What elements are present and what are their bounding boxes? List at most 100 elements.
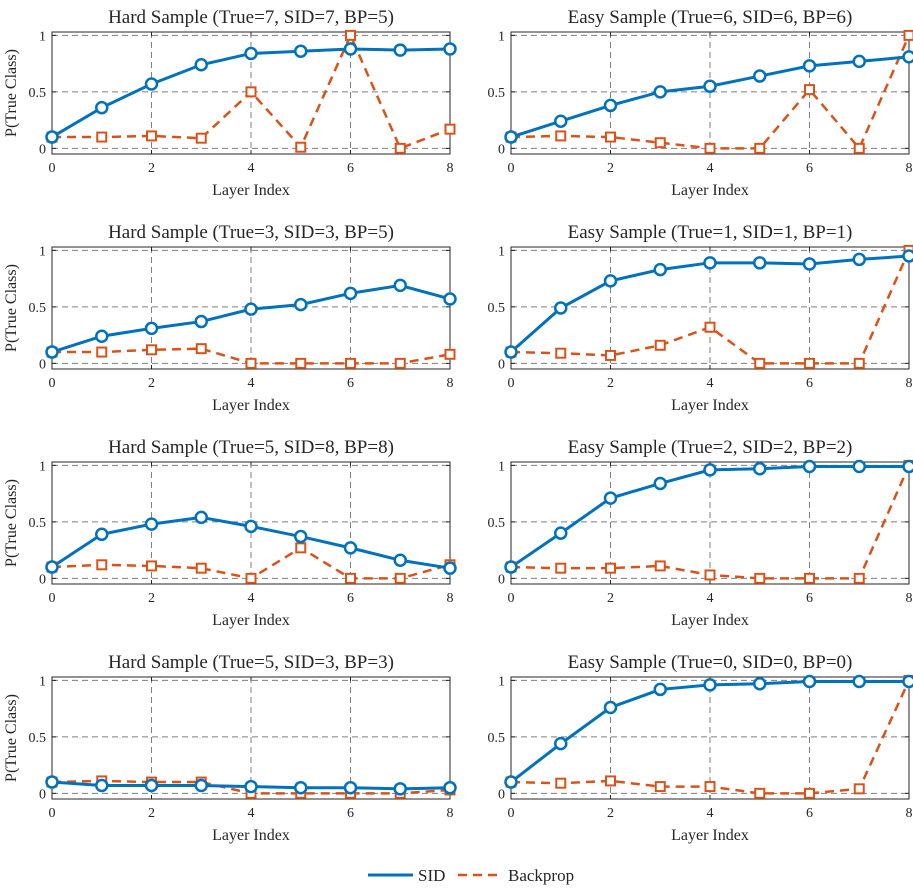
y-tick-label: 1 (39, 674, 46, 689)
x-tick-label: 4 (248, 376, 255, 391)
series-sid-point (144, 77, 159, 91)
x-tick-label: 2 (148, 806, 155, 821)
series-sid-point (343, 541, 358, 555)
x-axis-label: Layer Index (212, 612, 290, 629)
x-tick-label: 6 (806, 806, 813, 821)
series-sid-point (194, 58, 208, 72)
subplot-title: Easy Sample (True=0, SID=0, BP=0) (568, 652, 853, 673)
series-sid-point (554, 114, 568, 128)
x-tick-label: 8 (447, 591, 454, 606)
series-backprop-point (394, 357, 406, 369)
series-sid-point (45, 130, 59, 144)
series-backprop-point (654, 560, 666, 572)
series-backprop-point (804, 787, 815, 799)
series-sid-point (45, 775, 59, 789)
series-sid-point (194, 510, 208, 525)
x-axis-label: Layer Index (212, 827, 290, 844)
series-sid-point (802, 674, 817, 689)
series-sid-point (753, 677, 767, 691)
series-sid-point (393, 782, 407, 796)
series-backprop-point (704, 569, 716, 581)
series-sid-point (294, 44, 308, 58)
series-backprop-point (605, 562, 616, 574)
series-backprop-point (754, 787, 766, 799)
series-backprop-point (804, 84, 815, 96)
series-sid-point (144, 321, 159, 336)
series-backprop-point (146, 560, 157, 572)
series-backprop-point (146, 130, 157, 142)
subplot-3: Hard Sample (True=3, SID=3, BP=5) 0 2 4 6 8 0 0… (3, 222, 457, 414)
series-sid-point (95, 329, 109, 343)
series-sid-point (504, 130, 518, 144)
x-tick-label: 2 (607, 161, 614, 176)
series-backprop-point (345, 572, 356, 584)
series-backprop-point (555, 777, 567, 789)
series-sid-point (294, 780, 308, 795)
x-tick-label: 6 (347, 806, 354, 821)
legend-backprop-label: Backprop (508, 866, 574, 885)
x-tick-label: 4 (707, 591, 714, 606)
series-sid-point (852, 459, 866, 474)
x-axis-label: Layer Index (671, 182, 749, 199)
subplot-1: Hard Sample (True=7, SID=7, BP=5) 0 2 4 6 8 0 0… (3, 7, 457, 199)
y-axis-label: P(True Class) (3, 49, 20, 137)
y-tick-label: 0.5 (488, 516, 506, 531)
y-tick-label: 1 (498, 244, 505, 259)
x-tick-label: 8 (906, 376, 913, 391)
series-sid-point (244, 519, 258, 534)
y-axis-label: P(True Class) (3, 479, 20, 567)
series-sid-point (653, 476, 667, 491)
x-tick-label: 4 (248, 161, 255, 176)
series-sid-point (703, 79, 717, 93)
x-tick-label: 6 (806, 591, 813, 606)
subplot-title: Hard Sample (True=5, SID=8, BP=8) (108, 437, 394, 458)
series-backprop-point (245, 357, 257, 369)
x-tick-label: 4 (707, 806, 714, 821)
x-tick-label: 0 (508, 806, 515, 821)
series-sid-point (902, 459, 913, 474)
series-sid-point (343, 42, 358, 56)
series-sid-point (902, 674, 913, 689)
x-tick-label: 4 (707, 161, 714, 176)
series-backprop-point (195, 343, 207, 355)
y-tick-label: 0 (39, 142, 46, 157)
x-tick-label: 0 (49, 376, 56, 391)
y-tick-label: 0.5 (29, 731, 47, 746)
subplot-5: Hard Sample (True=5, SID=8, BP=8) 0 2 4 6 8 0 0… (3, 437, 457, 629)
series-sid-point (902, 249, 913, 263)
series-sid-point (802, 257, 817, 271)
x-tick-label: 2 (148, 591, 155, 606)
x-tick-label: 0 (49, 806, 56, 821)
x-tick-label: 2 (148, 376, 155, 391)
x-tick-label: 0 (508, 591, 515, 606)
series-sid-point (443, 780, 457, 795)
series-backprop-point (853, 142, 865, 154)
series-backprop-point (754, 142, 766, 154)
series-backprop-point (903, 29, 913, 41)
legend-sid-label: SID (418, 866, 445, 885)
series-backprop-point (704, 781, 716, 793)
series-sid-point (753, 69, 767, 83)
series-sid-point (45, 560, 59, 574)
series-sid-point (393, 278, 407, 293)
y-tick-label: 0.5 (29, 86, 47, 101)
subplot-title: Hard Sample (True=7, SID=7, BP=5) (108, 7, 394, 28)
subplot-8: Easy Sample (True=0, SID=0, BP=0) 0 2 4 6 8 0 0… (488, 652, 913, 844)
y-tick-label: 0 (39, 572, 46, 587)
series-sid-point (852, 674, 866, 689)
series-backprop-point (804, 357, 815, 369)
series-backprop-point (345, 357, 356, 369)
series-sid-point (244, 302, 258, 316)
x-tick-label: 2 (607, 591, 614, 606)
series-sid-point (343, 780, 358, 795)
series-sid-point (194, 778, 208, 793)
x-tick-label: 2 (607, 376, 614, 391)
series-sid-point (653, 262, 667, 277)
x-tick-label: 8 (906, 161, 913, 176)
series-backprop-point (654, 781, 666, 793)
series-sid-point (703, 678, 717, 692)
x-tick-label: 6 (347, 161, 354, 176)
series-backprop-point (804, 572, 815, 584)
series-sid-point (603, 98, 618, 113)
